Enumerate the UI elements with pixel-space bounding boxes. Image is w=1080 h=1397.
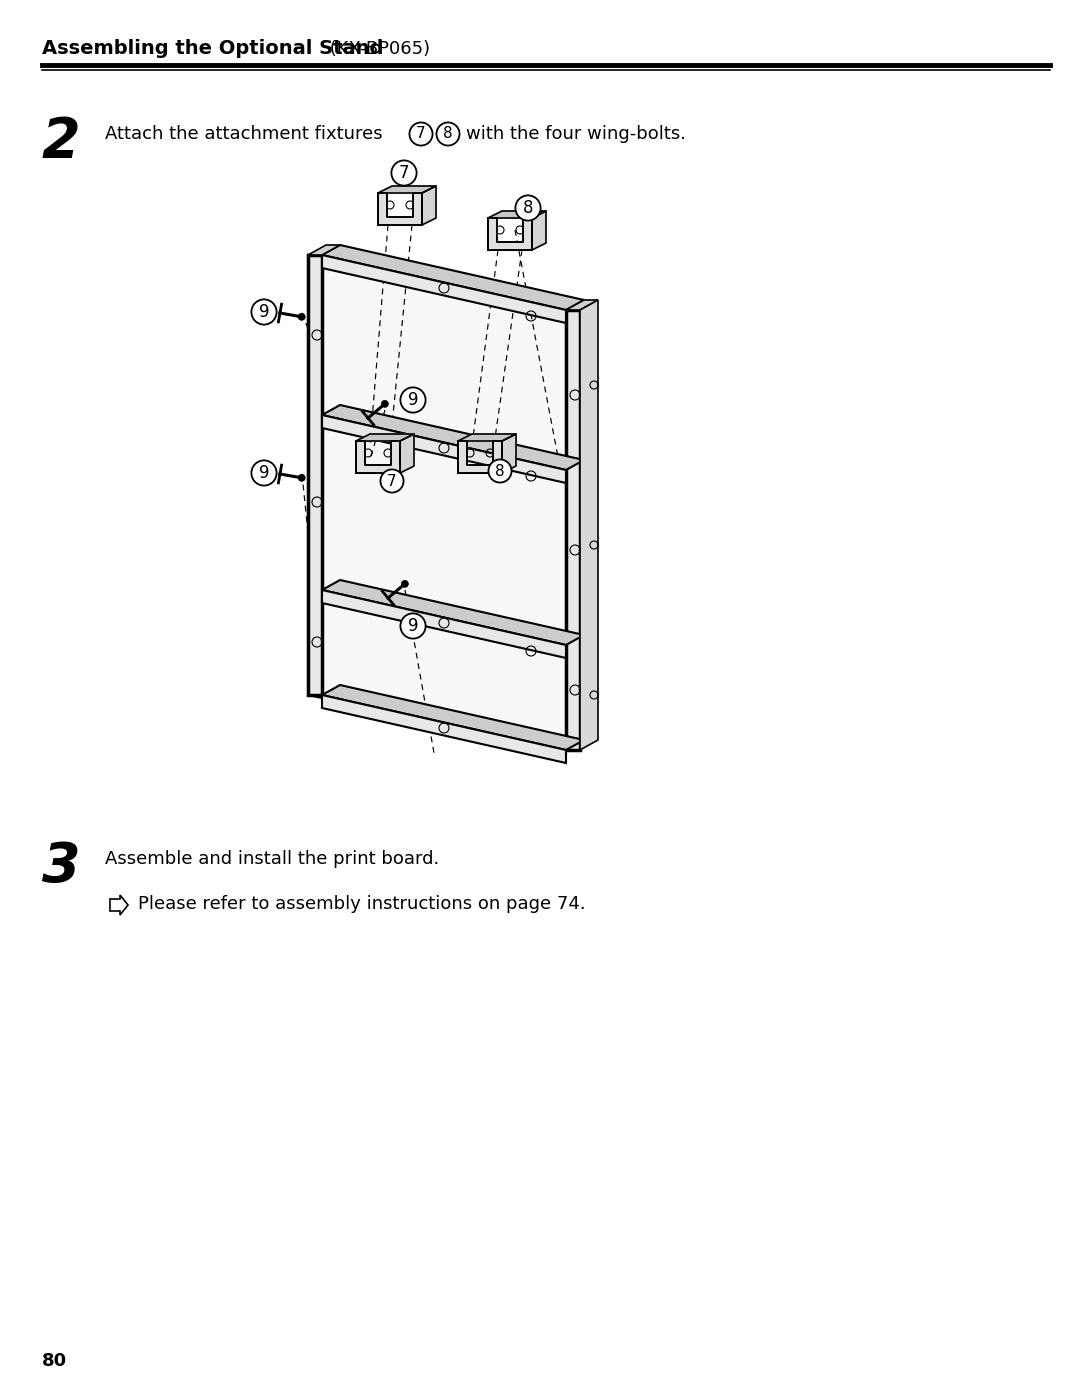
Circle shape [436,123,460,145]
Text: 9: 9 [259,464,269,482]
Polygon shape [322,590,566,658]
Polygon shape [322,580,584,645]
Polygon shape [458,441,502,474]
Polygon shape [356,441,400,474]
Polygon shape [322,405,584,469]
Text: 9: 9 [408,617,418,636]
Polygon shape [566,300,598,310]
Polygon shape [322,694,566,763]
Text: 80: 80 [42,1352,67,1370]
Polygon shape [400,434,414,474]
Polygon shape [488,211,546,218]
Text: Please refer to assembly instructions on page 74.: Please refer to assembly instructions on… [138,895,585,914]
Text: 8: 8 [496,464,504,479]
Circle shape [298,475,306,482]
Polygon shape [322,244,584,310]
Polygon shape [378,193,422,225]
Polygon shape [322,415,566,483]
Text: 3: 3 [42,840,81,894]
Text: 9: 9 [408,391,418,409]
Text: 8: 8 [443,127,453,141]
Polygon shape [566,310,580,750]
Polygon shape [580,300,598,750]
Text: Assemble and install the print board.: Assemble and install the print board. [105,849,440,868]
Polygon shape [308,256,322,694]
Circle shape [401,387,426,412]
Circle shape [402,580,408,587]
Polygon shape [488,218,532,250]
Circle shape [252,461,276,486]
Circle shape [380,469,404,493]
Polygon shape [532,211,546,250]
Polygon shape [458,434,516,441]
Polygon shape [422,186,436,225]
Text: 7: 7 [399,163,409,182]
Text: (KX-BP065): (KX-BP065) [324,41,430,59]
Polygon shape [322,256,566,323]
Polygon shape [378,186,436,193]
Text: Assembling the Optional Stand: Assembling the Optional Stand [42,39,383,59]
Circle shape [381,401,389,408]
Circle shape [515,196,541,221]
Text: 8: 8 [523,198,534,217]
Text: 7: 7 [416,127,426,141]
Polygon shape [110,895,129,915]
Circle shape [252,299,276,324]
Polygon shape [356,434,414,441]
Text: 2: 2 [42,115,81,169]
Circle shape [488,460,512,482]
Circle shape [409,123,433,145]
Text: 9: 9 [259,303,269,321]
Polygon shape [308,244,340,256]
Polygon shape [308,256,566,750]
Circle shape [391,161,417,186]
Circle shape [298,313,306,320]
Text: 7: 7 [388,474,396,489]
Polygon shape [322,685,584,750]
Text: Attach the attachment fixtures: Attach the attachment fixtures [105,124,382,142]
Polygon shape [502,434,516,474]
Text: with the four wing-bolts.: with the four wing-bolts. [465,124,686,142]
Circle shape [401,613,426,638]
